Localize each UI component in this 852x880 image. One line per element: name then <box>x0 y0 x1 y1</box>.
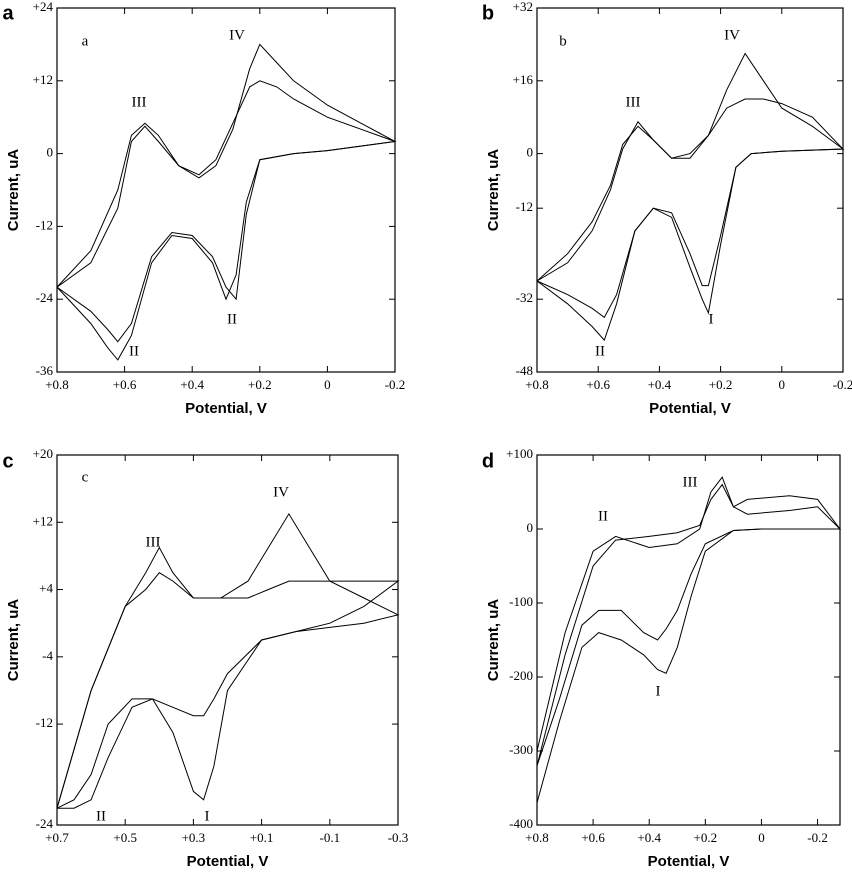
y-tick-label: -200 <box>509 668 533 683</box>
panel-label: c <box>2 450 13 472</box>
cv-curve <box>56 43 397 361</box>
y-tick-label: +12 <box>33 72 53 87</box>
x-tick-label: +0.8 <box>525 377 549 392</box>
y-axis-title: Current, uA <box>5 149 22 232</box>
peak-label: IV <box>724 27 740 43</box>
y-tick-label: +32 <box>513 0 533 14</box>
plot-frame <box>56 7 396 373</box>
x-tick-label: -0.2 <box>385 377 406 392</box>
peak-label: II <box>595 343 605 359</box>
peak-label: III <box>626 94 641 110</box>
y-tick-label: +24 <box>33 0 54 14</box>
x-tick-label: -0.2 <box>833 377 852 392</box>
cv-curve <box>536 98 845 319</box>
inner-label: c <box>82 469 89 485</box>
y-tick-label: -4 <box>42 648 53 663</box>
x-tick-label: +0.2 <box>709 377 733 392</box>
y-tick-label: 0 <box>527 145 534 160</box>
peak-label: I <box>709 311 714 327</box>
cv-curve <box>56 80 396 343</box>
y-axis-title: Current, uA <box>485 599 502 682</box>
x-tick-label: +0.6 <box>581 830 605 845</box>
y-tick-label: -100 <box>509 594 533 609</box>
inner-label: b <box>559 33 567 49</box>
y-tick-label: -48 <box>516 363 533 378</box>
panel-label: b <box>482 2 494 24</box>
plot-frame <box>536 454 841 826</box>
peak-label: I <box>656 683 661 699</box>
x-tick-label: +0.2 <box>694 830 718 845</box>
x-tick-label: 0 <box>758 830 765 845</box>
y-tick-label: +100 <box>506 446 533 461</box>
x-tick-label: +0.8 <box>525 830 549 845</box>
y-tick-label: +20 <box>33 446 53 461</box>
x-tick-label: +0.6 <box>586 377 610 392</box>
x-tick-label: +0.4 <box>648 377 672 392</box>
cv-curve <box>536 483 842 766</box>
y-tick-label: -12 <box>36 715 53 730</box>
y-tick-label: -24 <box>36 290 54 305</box>
x-tick-label: 0 <box>324 377 331 392</box>
peak-label: II <box>96 808 106 824</box>
peak-label: IV <box>273 484 289 500</box>
y-tick-label: +4 <box>39 581 53 596</box>
y-tick-label: -300 <box>509 742 533 757</box>
x-tick-label: 0 <box>779 377 786 392</box>
peak-label: II <box>598 508 608 524</box>
peak-label: I <box>205 808 210 824</box>
x-axis-title: Potential, V <box>187 853 269 870</box>
cv-curve <box>56 512 400 809</box>
x-tick-label: +0.4 <box>180 377 204 392</box>
x-tick-label: +0.1 <box>250 830 274 845</box>
x-axis-title: Potential, V <box>185 400 267 417</box>
x-tick-label: -0.3 <box>388 830 409 845</box>
y-tick-label: +16 <box>513 72 534 87</box>
peak-label: III <box>683 474 698 490</box>
x-tick-label: +0.7 <box>45 830 69 845</box>
y-tick-label: 0 <box>527 520 534 535</box>
panel-label: d <box>482 450 494 472</box>
y-tick-label: -400 <box>509 816 533 831</box>
y-tick-label: 0 <box>47 145 54 160</box>
cv-curve <box>56 572 400 809</box>
y-tick-label: +12 <box>33 513 53 528</box>
y-tick-label: -36 <box>36 363 54 378</box>
panel-label: a <box>2 2 14 24</box>
peak-label: III <box>146 534 161 550</box>
x-tick-label: -0.2 <box>807 830 828 845</box>
plot-frame <box>536 7 844 373</box>
peak-label: IV <box>229 27 245 43</box>
x-tick-label: +0.2 <box>248 377 272 392</box>
y-tick-label: -32 <box>516 290 533 305</box>
peak-label: II <box>227 311 237 327</box>
x-tick-label: +0.3 <box>182 830 206 845</box>
y-tick-label: -12 <box>36 217 53 232</box>
y-tick-label: -12 <box>516 199 533 214</box>
x-tick-label: +0.6 <box>113 377 137 392</box>
inner-label: a <box>82 33 89 49</box>
peak-label: II <box>129 343 139 359</box>
x-axis-title: Potential, V <box>649 400 731 417</box>
peak-label: III <box>132 94 147 110</box>
y-axis-title: Current, uA <box>5 599 22 682</box>
cv-curve <box>536 52 845 342</box>
x-tick-label: +0.5 <box>113 830 137 845</box>
y-axis-title: Current, uA <box>485 149 502 232</box>
y-tick-label: -24 <box>36 816 54 831</box>
x-tick-label: +0.4 <box>637 830 661 845</box>
x-tick-label: +0.8 <box>45 377 69 392</box>
plot-frame <box>56 454 399 826</box>
x-tick-label: -0.1 <box>320 830 341 845</box>
x-axis-title: Potential, V <box>648 853 730 870</box>
cv-curve <box>536 476 842 803</box>
